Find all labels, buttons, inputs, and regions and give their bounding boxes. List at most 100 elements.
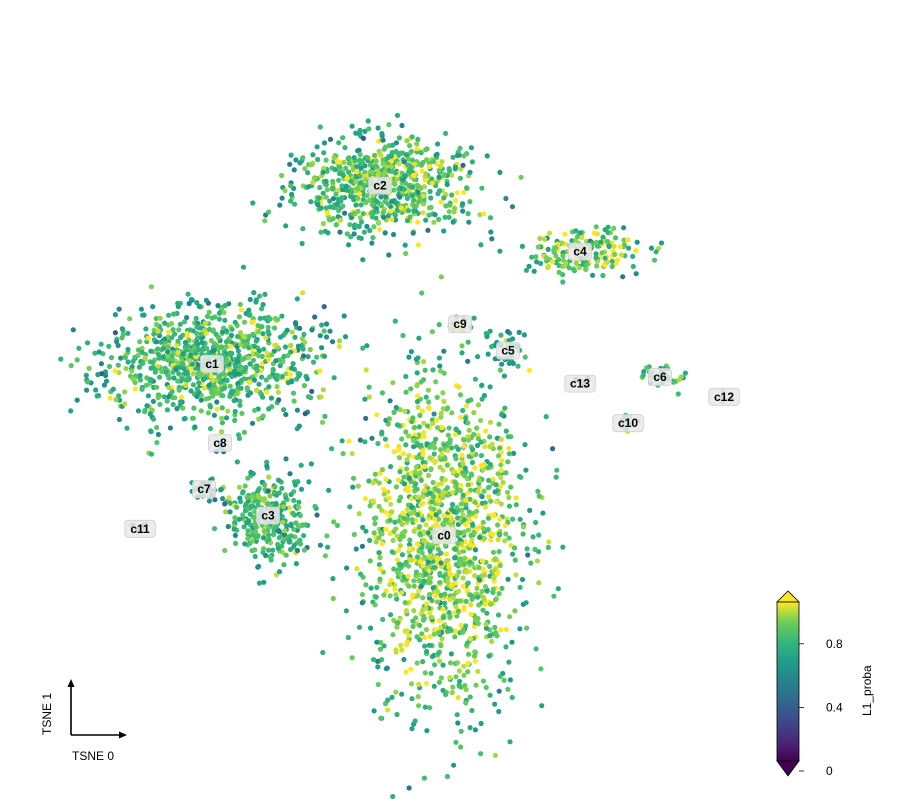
scatter-point (92, 350, 98, 356)
scatter-point (315, 202, 321, 208)
scatter-point (165, 344, 171, 350)
scatter-point (363, 199, 369, 206)
scatter-point (169, 335, 175, 341)
scatter-point (330, 576, 336, 582)
scatter-point (421, 463, 428, 470)
scatter-point (76, 345, 82, 351)
scatter-point (633, 271, 639, 277)
scatter-point (236, 314, 243, 320)
scatter-point (411, 208, 417, 214)
scatter-point (407, 546, 413, 552)
scatter-point (336, 159, 342, 165)
scatter-point (463, 687, 469, 693)
cluster-label-c9: c9 (453, 317, 467, 331)
scatter-point (333, 222, 339, 228)
scatter-point (465, 516, 471, 522)
scatter-point (484, 334, 490, 340)
scatter-point (150, 398, 156, 404)
scatter-point (485, 465, 491, 471)
scatter-point (457, 175, 463, 181)
scatter-point (441, 195, 447, 201)
scatter-point (366, 384, 372, 390)
scatter-point (280, 519, 286, 525)
scatter-point (351, 155, 357, 161)
scatter-point (366, 478, 372, 484)
scatter-point (183, 377, 189, 383)
scatter-point (401, 186, 407, 192)
scatter-point (360, 257, 366, 263)
scatter-point (367, 537, 373, 544)
scatter-point (466, 427, 472, 433)
scatter-point (114, 339, 120, 345)
scatter-point (375, 440, 381, 447)
scatter-point (522, 442, 528, 448)
scatter-point (205, 410, 211, 416)
scatter-point (232, 417, 238, 423)
scatter-point (215, 303, 221, 309)
scatter-point (463, 403, 469, 409)
scatter-point (404, 457, 410, 463)
scatter-point (321, 328, 327, 334)
scatter-point (479, 558, 486, 564)
scatter-point (290, 361, 296, 367)
scatter-point (364, 223, 370, 230)
scatter-point (307, 346, 313, 353)
scatter-point (476, 565, 482, 571)
scatter-point (450, 684, 456, 690)
scatter-point (658, 240, 665, 246)
scatter-point (408, 557, 414, 563)
scatter-point (417, 559, 423, 565)
scatter-point (421, 487, 427, 493)
scatter-point (487, 215, 494, 221)
scatter-point (373, 515, 379, 521)
scatter-point (147, 377, 153, 383)
scatter-point (377, 576, 383, 582)
scatter-point (465, 358, 471, 364)
scatter-point (304, 376, 310, 382)
scatter-point (136, 364, 142, 370)
cluster-label-c3: c3 (261, 509, 275, 523)
scatter-point (495, 471, 501, 477)
scatter-point (394, 557, 400, 563)
scatter-point (129, 368, 135, 374)
cluster-label-box-c13 (564, 374, 596, 393)
scatter-point (437, 570, 443, 577)
scatter-point (420, 210, 426, 216)
scatter-point (367, 558, 373, 564)
scatter-point (369, 240, 375, 246)
scatter-point (378, 715, 384, 721)
colorbar-tick-label: 0.4 (826, 700, 843, 714)
scatter-point (443, 130, 449, 136)
scatter-point (351, 197, 357, 203)
scatter-point (226, 495, 232, 501)
scatter-point (355, 483, 361, 489)
scatter-point (227, 509, 233, 515)
scatter-point (142, 408, 148, 415)
scatter-point (380, 616, 386, 623)
scatter-point (481, 572, 487, 578)
scatter-point (456, 668, 462, 674)
scatter-point (415, 393, 421, 399)
scatter-point (422, 367, 428, 373)
scatter-point (312, 175, 318, 181)
scatter-point (439, 159, 445, 165)
scatter-point (482, 504, 489, 510)
scatter-point (267, 316, 273, 322)
scatter-point (397, 194, 403, 200)
scatter-point (617, 244, 623, 250)
scatter-point (139, 386, 145, 392)
scatter-point (412, 469, 418, 475)
scatter-point (143, 326, 149, 332)
scatter-point (293, 520, 299, 526)
scatter-point (292, 334, 298, 340)
scatter-point (206, 382, 212, 388)
scatter-point (406, 475, 412, 481)
scatter-point (208, 373, 214, 379)
scatter-point (471, 315, 477, 321)
scatter-point (354, 169, 360, 175)
scatter-point (506, 535, 512, 541)
scatter-point (142, 355, 148, 361)
scatter-point (428, 195, 434, 201)
scatter-point (390, 632, 396, 638)
scatter-point (437, 618, 443, 624)
